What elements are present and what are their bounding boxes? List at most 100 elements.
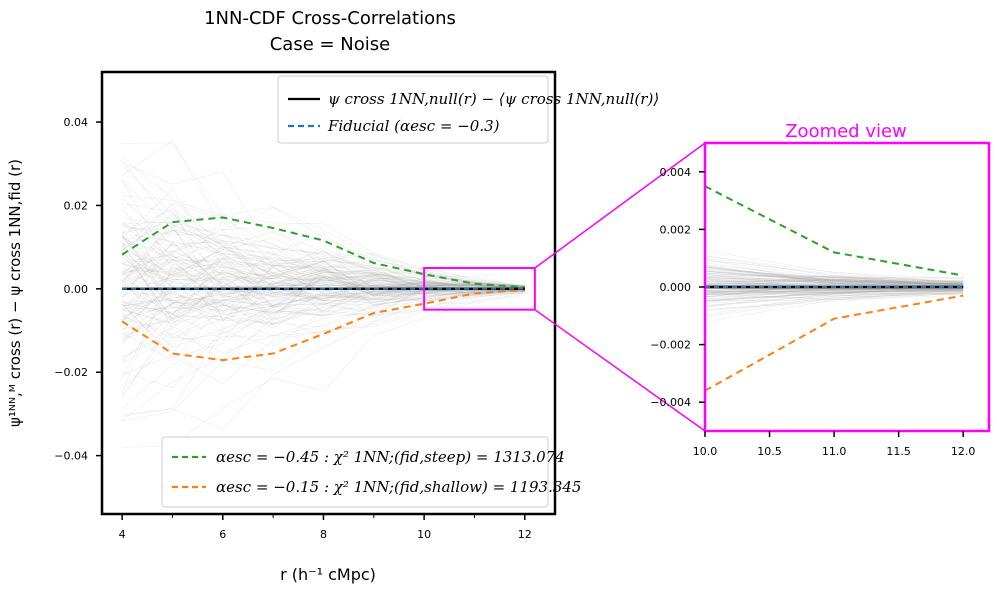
noise-realization-line [705,287,964,297]
noise-realization-line [705,272,964,285]
noise-realization-line [705,292,964,317]
noise-realization-line [705,276,964,287]
noise-realization-line [121,271,525,322]
noise-realization-line [705,292,964,310]
noise-realization-line [121,256,525,299]
zoom-plot-panel: Zoomed view 10.0 10.5 11.0 11.5 12.0 −0.004 −0… [650,121,991,458]
noise-realization-line [705,284,964,287]
noise-realization-line [705,283,964,286]
noise-realization-line [705,273,964,286]
noise-realization-line [705,289,964,294]
noise-realization-line [121,288,525,389]
noise-realization-line [121,291,525,421]
noise-realization-line [705,262,964,287]
noise-realization-line [122,263,525,291]
y-tick-label: 0.002 [660,223,692,236]
noise-realization-line [705,287,964,293]
noise-realization-line [705,259,964,283]
noise-realization-line [121,289,525,363]
noise-realization-line [705,271,964,285]
noise-realization-line [705,283,964,287]
noise-realization-line [705,288,964,295]
noise-realization-line [122,286,525,326]
noise-realization-line [121,252,525,305]
noise-realization-line [121,266,525,318]
noise-realization-line [705,257,964,284]
noise-realization-line [705,271,964,284]
noise-realization-line [122,268,525,301]
zoom-axis-ticks: 10.0 10.5 11.0 11.5 12.0 −0.004 −0.002 0.000 0.0… [650,166,975,458]
y-tick-label: −0.02 [54,366,88,379]
noise-realization-line [705,268,964,282]
noise-realization-line [121,180,525,290]
y-tick-label: −0.04 [54,450,88,463]
noise-realization-line [705,280,964,286]
zoom-title: Zoomed view [785,121,907,142]
noise-realization-line [705,286,964,293]
noise-realization-line [121,288,525,336]
noise-realization-line [705,289,964,295]
zoom-noise-realizations [705,250,964,323]
noise-realization-line [121,160,525,286]
noise-realization-line [121,289,525,358]
noise-realization-line [121,215,525,290]
series-line-green [705,185,964,277]
noise-realization-line [121,240,525,315]
noise-realization-line [705,289,964,302]
y-tick-label: −0.002 [650,339,691,352]
noise-realization-line [121,220,525,306]
noise-realization-line [122,195,525,289]
noise-realization-line [121,228,525,309]
noise-realization-line [705,273,964,283]
x-tick-label: 10.5 [757,445,782,458]
noise-realization-line [121,243,525,296]
noise-realization-line [705,278,964,289]
noise-realization-line [705,270,964,284]
noise-realization-line [121,188,525,291]
series-line-orange [705,294,964,392]
noise-realization-line [121,213,525,287]
noise-realization-line [705,255,964,287]
noise-realization-line [705,289,964,301]
x-tick-label: 6 [219,528,226,541]
noise-realization-line [705,287,964,292]
noise-realization-line [705,280,964,289]
noise-realization-line [122,203,525,287]
noise-realization-line [705,265,964,284]
noise-realization-line [705,266,964,286]
noise-realization-line [121,290,525,396]
noise-realization-line [705,255,964,284]
noise-realization-line [121,249,525,320]
noise-realization-line [122,291,525,422]
noise-realization-line [705,265,964,285]
noise-realization-line [122,142,525,286]
noise-realization-line [121,276,525,328]
x-tick-label: 11.5 [886,445,911,458]
noise-realization-line [705,270,964,285]
noise-realizations [121,140,525,448]
x-tick-label: 11.0 [822,445,847,458]
noise-realization-line [121,291,525,384]
noise-realization-line [705,283,964,285]
noise-realization-line [705,288,964,292]
noise-realization-line [121,246,525,319]
noise-realization-line [705,288,964,303]
noise-realization-line [705,290,964,295]
legend-shallow-label: αesc = −0.15 : χ² 1NN;(fid,shallow) = 11… [216,478,581,496]
legend-top: ψ cross 1NN,null(r) − ⟨ψ cross 1NN,null(… [277,75,659,144]
x-tick-label: 4 [119,528,126,541]
noise-realization-line [705,288,964,308]
noise-realization-line [122,226,525,287]
noise-realization-line [705,287,964,308]
noise-realization-line [705,270,964,285]
noise-realization-line [121,255,525,309]
noise-realization-line [705,293,964,307]
legend-fiducial-label: Fiducial (αesc = −0.3) [327,117,500,135]
main-series [121,216,525,362]
noise-realization-line [705,278,964,291]
y-tick-label: 0.004 [660,166,692,179]
noise-realization-line [121,242,525,302]
noise-realization-line [705,277,964,283]
x-tick-label: 10 [417,528,431,541]
